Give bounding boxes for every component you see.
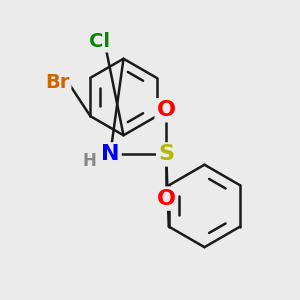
Text: Br: Br (45, 73, 69, 92)
Text: Cl: Cl (89, 32, 110, 51)
Text: N: N (101, 144, 119, 164)
Text: S: S (158, 144, 174, 164)
Text: O: O (157, 100, 176, 120)
Text: O: O (157, 189, 176, 208)
Text: H: H (83, 152, 97, 170)
